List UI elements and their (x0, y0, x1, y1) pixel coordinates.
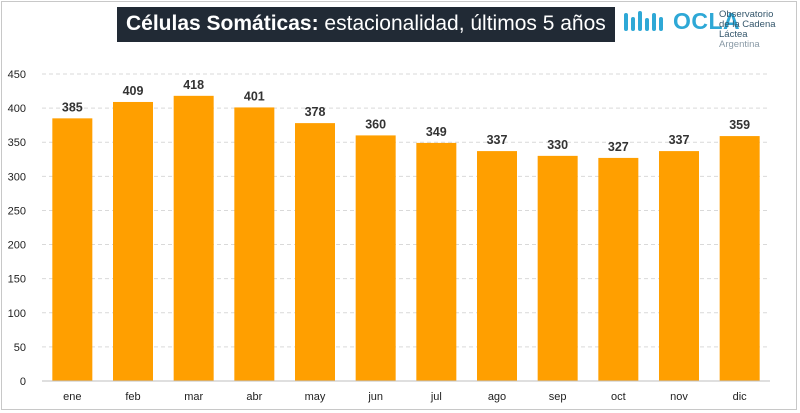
y-tick-label: 100 (8, 308, 26, 320)
x-tick-label: nov (670, 391, 688, 403)
x-axis-ticks: ene feb mar abr may jun jul ago sep oct nov dic (63, 391, 747, 403)
x-tick-label: jun (367, 391, 383, 403)
x-tick-label: sep (549, 391, 567, 403)
data-label: 360 (365, 117, 386, 131)
bar-may (295, 123, 335, 382)
x-tick-label: abr (246, 391, 262, 403)
y-tick-label: 150 (8, 274, 26, 286)
chart-title: Células Somáticas: estacionalidad, últim… (117, 7, 615, 42)
title-bold: Células Somáticas: (126, 12, 319, 35)
logo-wordmark: OCLA (673, 8, 741, 34)
y-tick-label: 450 (8, 69, 26, 81)
data-label: 349 (426, 125, 447, 139)
data-label: 337 (487, 133, 508, 147)
y-tick-label: 350 (8, 137, 26, 149)
bar-feb (113, 101, 153, 382)
x-tick-label: may (305, 391, 326, 403)
bar-jun (355, 135, 396, 381)
y-tick-label: 300 (8, 171, 26, 183)
grid-lines (42, 73, 770, 348)
bar-ene (52, 118, 93, 381)
data-label: 385 (62, 100, 83, 114)
x-tick-label: mar (184, 391, 203, 403)
x-tick-label: oct (611, 391, 626, 403)
title-rest: estacionalidad, últimos 5 años (318, 12, 606, 35)
data-label: 330 (547, 138, 568, 152)
y-tick-label: 250 (8, 205, 26, 217)
bar-oct (598, 157, 639, 381)
bar-mar (173, 95, 214, 381)
y-tick-label: 0 (20, 376, 26, 388)
data-labels: 385 409 418 401 378 360 349 337 330 327 337 359 (62, 78, 750, 154)
x-tick-label: ene (63, 391, 81, 403)
data-label: 337 (669, 133, 690, 147)
logo-line-3: Argentina (719, 39, 760, 50)
bar-nov (659, 151, 699, 381)
y-tick-label: 200 (8, 240, 26, 252)
x-tick-label: ago (488, 391, 506, 403)
data-label: 327 (608, 140, 629, 154)
y-tick-label: 400 (8, 103, 26, 115)
data-label: 418 (183, 78, 204, 92)
logo-subtitle: Observatorio de la Cadena Láctea Argenti… (719, 10, 793, 50)
y-tick-label: 50 (14, 342, 26, 354)
bar-ago (477, 151, 517, 381)
logo-line-2: de la Cadena Láctea (719, 19, 776, 40)
data-label: 359 (729, 118, 750, 132)
y-axis-ticks: 0 50 100 150 200 250 300 350 400 450 (8, 69, 26, 388)
ocla-logo: OCLA Observatorio de la Cadena Láctea Ar… (623, 8, 793, 50)
bar-abr (234, 107, 275, 381)
x-tick-label: jul (430, 391, 442, 403)
bar-dic (719, 136, 760, 381)
x-tick-label: dic (733, 391, 748, 403)
x-tick-label: feb (125, 391, 140, 403)
data-label: 401 (244, 89, 265, 103)
data-label: 409 (123, 84, 144, 98)
data-label: 378 (305, 105, 326, 119)
bar-sep (537, 155, 578, 381)
ocla-logo-mark-icon (624, 11, 663, 31)
bars (52, 95, 760, 382)
bar-jul (416, 142, 457, 381)
logo-line-1: Observatorio (719, 9, 774, 20)
